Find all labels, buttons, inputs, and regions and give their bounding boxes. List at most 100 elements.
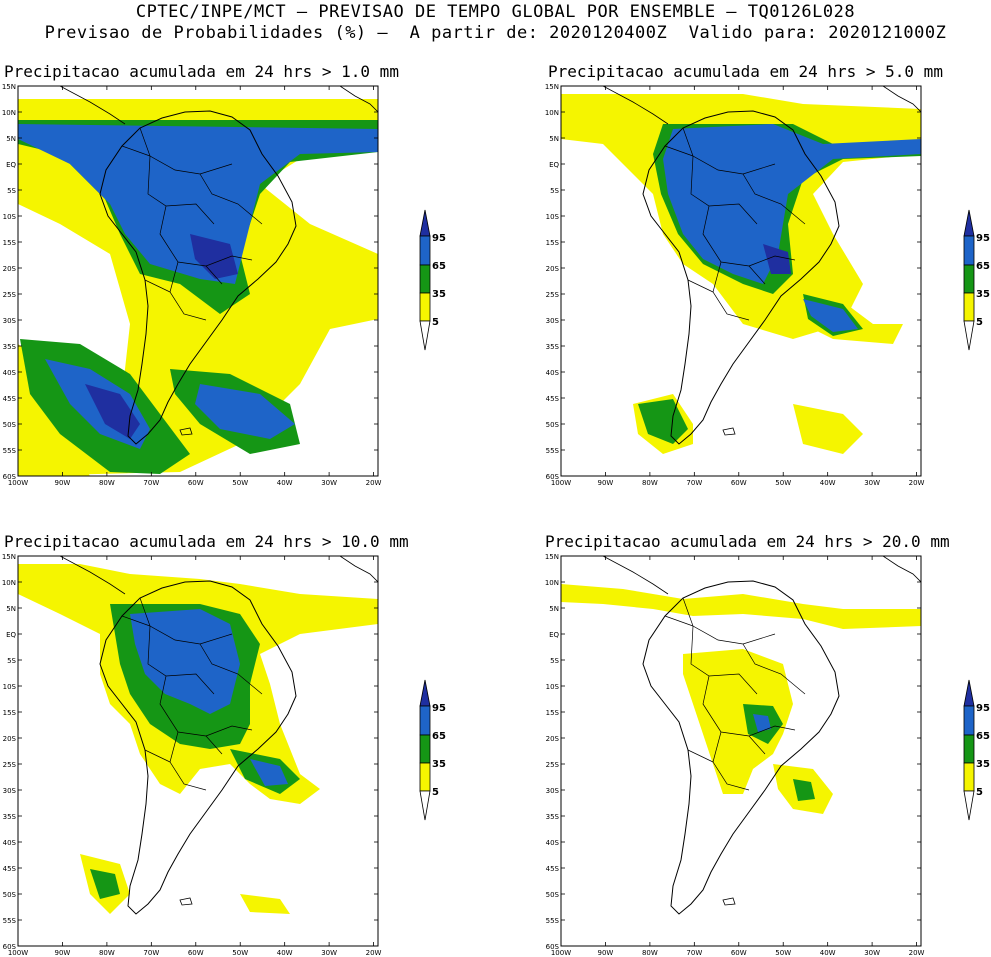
colorbar-band-blue: [963, 235, 975, 266]
lon-tick-label: 40W: [277, 949, 293, 956]
colorbar-level-label: 65: [976, 731, 990, 742]
probability-contour-3-4: [793, 779, 815, 801]
lon-tick-label: 40W: [277, 479, 293, 486]
colorbar-band-blue: [419, 235, 431, 266]
lat-tick-label: 40S: [3, 839, 17, 847]
country-border-5: [687, 749, 714, 763]
colorbar-top-triangle: [419, 679, 431, 707]
probability-contour-3-5: [753, 714, 771, 732]
probability-contour-0-9: [190, 234, 238, 279]
lat-tick-label: 35S: [546, 343, 560, 351]
country-border-6: [742, 173, 806, 225]
lat-tick-label: 30S: [546, 317, 560, 325]
lat-tick-label: 10N: [545, 579, 559, 587]
colorbar-1mm: 95 65 35 5: [419, 209, 446, 351]
lat-tick-label: 10N: [2, 579, 16, 587]
country-border-5: [687, 279, 714, 293]
probability-contour-1-9: [763, 244, 791, 274]
lon-tick-label: 90W: [598, 479, 614, 486]
colorbar-level-label: 5: [432, 317, 439, 328]
country-border-0: [682, 597, 776, 645]
probability-contour-2-2: [240, 894, 290, 914]
south-america-coastline: [642, 580, 840, 915]
colorbar-level-label: 65: [432, 731, 446, 742]
lat-tick-label: 50S: [3, 421, 17, 429]
map-frame: [560, 85, 922, 477]
lat-tick-label: 20S: [3, 265, 17, 273]
probability-contour-2-7: [250, 759, 288, 786]
colorbar-10mm: 95 65 35 5: [419, 679, 446, 821]
country-border-4: [712, 261, 750, 321]
country-border-4: [169, 261, 207, 321]
lat-tick-label: 15S: [546, 239, 560, 247]
lat-tick-label: 55S: [3, 917, 17, 925]
probability-contour-2-5: [90, 869, 120, 899]
country-border-5: [144, 749, 171, 763]
lon-tick-label: 80W: [642, 949, 658, 956]
probability-contour-0-8: [85, 384, 140, 439]
colorbar-level-label: 35: [432, 759, 446, 770]
colorbar-level-label: 5: [976, 317, 983, 328]
lat-tick-label: 15S: [546, 709, 560, 717]
lat-tick-label: 15S: [3, 709, 17, 717]
colorbar-level-label: 65: [976, 261, 990, 272]
lat-tick-label: 30S: [546, 787, 560, 795]
lat-tick-label: 45S: [546, 395, 560, 403]
colorbar-level-label: 95: [976, 233, 990, 244]
country-border-6: [742, 643, 806, 695]
lat-tick-label: 60S: [3, 473, 17, 481]
probability-contour-3-1: [683, 649, 793, 794]
lon-tick-label: 90W: [55, 479, 71, 486]
colorbar-level-label: 35: [432, 289, 446, 300]
lat-tick-label: 15N: [2, 84, 16, 91]
lat-tick-label: 15S: [3, 239, 17, 247]
map-frame: [17, 555, 379, 947]
lon-tick-label: 90W: [55, 949, 71, 956]
colorbar-20mm: 95 65 35 5: [963, 679, 990, 821]
country-border-7: [205, 255, 253, 267]
country-border-7: [748, 725, 796, 737]
colorbar-bottom-triangle: [419, 320, 431, 351]
lat-tick-label: 5S: [550, 187, 559, 195]
probability-contour-3-0: [561, 584, 921, 629]
lat-tick-label: EQ: [6, 161, 16, 169]
lon-tick-label: 90W: [598, 949, 614, 956]
lon-tick-label: 50W: [232, 949, 248, 956]
lat-tick-label: 15N: [2, 554, 16, 561]
lat-tick-label: 60S: [546, 943, 560, 951]
colorbar-level-label: 95: [432, 233, 446, 244]
colorbar-level-label: 5: [976, 787, 983, 798]
lat-tick-label: 35S: [3, 343, 17, 351]
country-border-2: [664, 615, 694, 627]
panel-title-1mm: Precipitacao acumulada em 24 hrs > 1.0 m…: [4, 62, 399, 81]
lat-tick-label: 5N: [6, 605, 16, 613]
country-border-6: [199, 173, 263, 225]
country-border-0: [682, 127, 776, 175]
falklands-outline: [179, 427, 193, 436]
colorbar-top-triangle: [963, 679, 975, 707]
lat-tick-label: EQ: [6, 631, 16, 639]
map-panel-5mm: 15N 10N 5N EQ 5S 10S 15S 20S 25S 30S 35S 40S 45S 50S 5…: [545, 84, 925, 486]
lon-tick-label: 100W: [551, 479, 571, 486]
africa-coastline: [882, 86, 921, 113]
lat-tick-label: 5N: [6, 135, 16, 143]
probability-contour-1-8: [803, 299, 858, 332]
country-border-5: [144, 279, 171, 293]
central-america-coastline: [602, 86, 669, 125]
lat-tick-label: 10S: [3, 213, 17, 221]
lat-tick-label: 40S: [546, 369, 560, 377]
lat-tick-label: 40S: [546, 839, 560, 847]
south-america-coastline: [642, 110, 840, 445]
lon-tick-label: 20W: [366, 949, 382, 956]
lat-tick-label: 45S: [546, 865, 560, 873]
colorbar-level-label: 35: [976, 759, 990, 770]
lon-tick-label: 70W: [143, 479, 159, 486]
lat-tick-label: 20S: [546, 735, 560, 743]
colorbar-band-yellow: [963, 762, 975, 792]
lat-tick-label: 25S: [3, 761, 17, 769]
colorbar-level-label: 35: [976, 289, 990, 300]
lon-tick-label: 40W: [820, 949, 836, 956]
panel-title-10mm: Precipitacao acumulada em 24 hrs > 10.0 …: [4, 532, 409, 551]
lon-tick-label: 100W: [551, 949, 571, 956]
colorbar-band-yellow: [963, 292, 975, 322]
